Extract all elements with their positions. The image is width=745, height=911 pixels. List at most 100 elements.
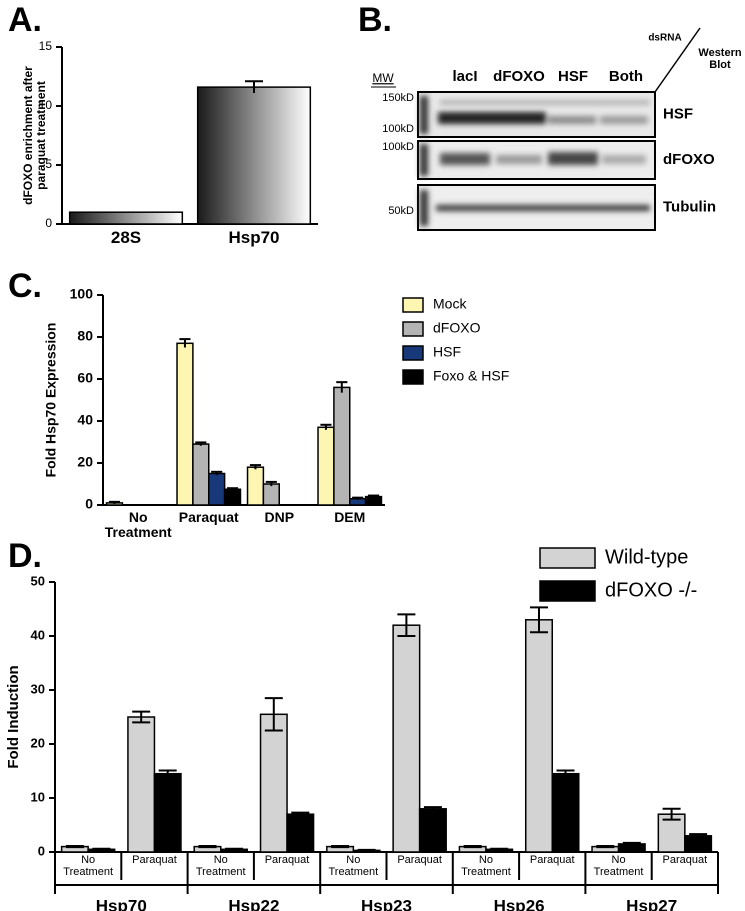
lane-label: dFOXO xyxy=(493,68,545,85)
mw-marker: 150kD xyxy=(382,92,414,104)
y-axis-label-box: dFOXO enrichment after paraquat treatmen… xyxy=(22,66,48,205)
y-tick-label: 0 xyxy=(85,496,93,512)
x-tick-label: Paraquat xyxy=(529,855,575,866)
error-bar xyxy=(249,464,262,470)
group-label: Hsp22 xyxy=(228,896,279,911)
bar xyxy=(259,713,288,853)
error-bar xyxy=(92,847,111,851)
bar xyxy=(127,716,156,853)
y-tick-label: 20 xyxy=(31,735,45,750)
dsrna-label: dsRNA xyxy=(648,33,681,44)
error-bar xyxy=(225,847,244,851)
mw-marker: 100kD xyxy=(382,123,414,135)
error-bar xyxy=(158,769,177,778)
error-bar xyxy=(490,847,509,851)
y-tick-label: 50 xyxy=(31,573,45,588)
x-tick-label: No Treatment xyxy=(104,510,172,540)
legend-label: Mock xyxy=(433,296,467,312)
bar xyxy=(196,86,312,225)
lane-label: Both xyxy=(609,68,643,85)
error-bar xyxy=(198,845,217,849)
y-tick-label: 0 xyxy=(38,843,45,858)
error-bar xyxy=(336,381,348,393)
y-tick-label: 100 xyxy=(70,286,94,302)
error-bar xyxy=(423,806,442,812)
bar xyxy=(176,342,194,506)
x-tick-label-box: No Treatment xyxy=(328,855,378,877)
x-tick-label-box: No Treatment xyxy=(196,855,246,877)
error-bar xyxy=(226,487,239,491)
x-tick-label: Paraquat xyxy=(662,855,708,866)
bar xyxy=(262,483,281,506)
header-divider xyxy=(654,27,701,93)
y-axis-label: Fold Hsp70 Expression xyxy=(43,323,59,478)
x-tick-label: Hsp70 xyxy=(228,229,280,247)
bar xyxy=(223,488,242,506)
x-tick-label: No Treatment xyxy=(593,855,644,878)
group-label: Hsp23 xyxy=(361,896,412,911)
mw-marker: 100kD xyxy=(382,141,414,153)
panel-label: A. xyxy=(8,1,42,39)
row-label: HSF xyxy=(663,105,693,122)
error-bar xyxy=(331,845,350,849)
x-tick-label: DEM xyxy=(334,510,366,525)
bar xyxy=(68,211,184,225)
x-tick-label: Paraquat xyxy=(264,855,310,866)
error-bar xyxy=(179,338,191,348)
lane-label: HSF xyxy=(558,68,588,85)
legend-label: dFOXO xyxy=(433,320,481,336)
error-bar xyxy=(352,496,364,500)
mw-label: MW xyxy=(372,71,394,85)
group-label: Hsp27 xyxy=(626,896,677,911)
error-bar xyxy=(622,841,641,846)
x-tick-label-box: Paraquat xyxy=(178,510,239,525)
y-tick-label: 40 xyxy=(31,627,45,642)
error-bar xyxy=(108,500,121,504)
x-tick-label: 28S xyxy=(110,229,142,247)
bar xyxy=(364,495,383,506)
error-bar xyxy=(463,845,482,849)
y-tick-label: 30 xyxy=(31,681,45,696)
panel-label: C. xyxy=(8,267,42,305)
x-tick-label-box: No Treatment xyxy=(104,510,172,540)
x-tick-label-box: Hsp70 xyxy=(228,229,280,247)
y-tick-label: 20 xyxy=(77,454,93,470)
bar xyxy=(153,772,182,853)
error-bar xyxy=(65,845,84,849)
row-label: dFOXO xyxy=(663,151,715,168)
y-tick-label: 80 xyxy=(77,328,93,344)
x-tick-label-box: No Treatment xyxy=(461,855,511,877)
error-bar xyxy=(132,710,151,724)
legend-label: Wild-type xyxy=(605,546,688,568)
legend-swatch xyxy=(539,547,596,569)
x-tick-label: Paraquat xyxy=(132,855,177,866)
row-label: Tubulin xyxy=(663,198,716,215)
x-tick-label-box: 28S xyxy=(110,229,142,247)
western-blot-label-box: Western Blot xyxy=(698,48,742,71)
x-tick-label-box: Paraquat xyxy=(397,855,442,866)
error-bar xyxy=(367,494,380,498)
x-tick-label: No Treatment xyxy=(63,855,114,878)
legend-swatch xyxy=(402,369,424,385)
y-tick-label: 5 xyxy=(45,157,52,171)
y-tick-label: 40 xyxy=(77,412,93,428)
error-bar xyxy=(245,80,263,94)
western-blot-label: Western Blot xyxy=(698,48,742,71)
legend-swatch xyxy=(539,580,596,602)
x-tick-label: DNP xyxy=(264,510,295,525)
error-bar xyxy=(264,697,283,732)
y-tick-label: 10 xyxy=(39,98,53,112)
legend-swatch xyxy=(402,297,424,313)
y-axis-label: dFOXO enrichment after paraquat treatmen… xyxy=(22,66,48,205)
x-tick-label-box: DNP xyxy=(264,510,295,525)
mw-marker: 50kD xyxy=(388,205,414,217)
x-tick-label-box: DEM xyxy=(334,510,366,525)
bar xyxy=(192,443,210,506)
bar xyxy=(418,808,447,853)
x-tick-label: Paraquat xyxy=(178,510,239,525)
legend-label: HSF xyxy=(433,344,461,360)
panel-label: B. xyxy=(358,1,392,39)
bar xyxy=(524,619,553,853)
group-label: Hsp70 xyxy=(96,896,147,911)
